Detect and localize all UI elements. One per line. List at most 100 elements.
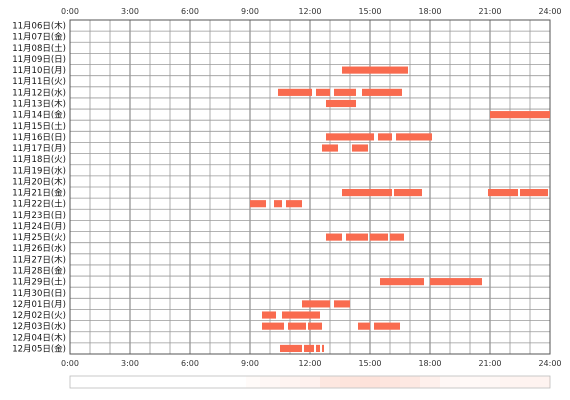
row-label: 11月15日(土) — [12, 121, 66, 132]
x-tick-label-bottom: 6:00 — [181, 359, 199, 368]
sleep-bar — [262, 311, 276, 319]
activity-strip-cell — [480, 376, 500, 388]
activity-strip-cell — [300, 376, 320, 388]
row-label: 11月21日(金) — [12, 188, 66, 199]
activity-strip-cell — [520, 376, 540, 388]
row-label: 11月17日(月) — [12, 144, 66, 154]
x-tick-label-top: 6:00 — [181, 7, 199, 16]
sleep-bar — [342, 66, 408, 74]
chart-grid — [69, 19, 551, 355]
x-tick-label-top: 21:00 — [478, 7, 501, 16]
row-label: 11月12日(水) — [12, 87, 66, 98]
x-tick-label-bottom: 24:00 — [538, 359, 561, 368]
row-label: 12月03日(水) — [12, 321, 66, 332]
sleep-bar — [374, 322, 400, 330]
sleep-bar — [326, 99, 356, 108]
activity-strip-cell — [320, 376, 340, 388]
row-label: 11月29日(土) — [12, 277, 66, 288]
row-label: 12月02日(火) — [12, 311, 66, 321]
row-label: 11月18日(火) — [12, 155, 66, 165]
sleep-bar — [520, 189, 548, 197]
sleep-bar — [358, 322, 370, 330]
row-label: 11月19日(水) — [12, 165, 66, 176]
activity-strip-cell — [280, 376, 300, 388]
x-tick-label-top: 15:00 — [358, 7, 381, 16]
row-label: 11月20日(木) — [12, 176, 66, 187]
x-tick-label-top: 9:00 — [241, 7, 259, 16]
x-tick-label-top: 0:00 — [61, 7, 79, 16]
row-label: 11月22日(土) — [12, 199, 66, 210]
sleep-bar — [326, 133, 374, 141]
x-tick-label-bottom: 0:00 — [61, 359, 79, 368]
sleep-bar — [302, 300, 330, 308]
activity-strip-cell — [260, 376, 280, 388]
activity-strip-cell — [360, 376, 380, 388]
x-ticks-bottom: 0:00 3:00 6:00 9:00 12:00 15:00 18:00 21:00 24:0… — [61, 359, 562, 368]
sleep-bar — [334, 88, 356, 96]
row-label: 11月25日(火) — [12, 233, 66, 243]
x-tick-label-bottom: 18:00 — [418, 359, 441, 368]
x-tick-label-bottom: 9:00 — [241, 359, 259, 368]
sleep-bar — [378, 133, 392, 141]
sleep-bar — [316, 88, 330, 96]
sleep-bar — [282, 311, 320, 319]
x-tick-label-bottom: 15:00 — [358, 359, 381, 368]
x-tick-label-top: 18:00 — [418, 7, 441, 16]
row-label: 11月14日(金) — [12, 110, 66, 121]
sleep-bar — [490, 111, 550, 119]
sleep-bar — [316, 344, 320, 352]
plot-frame — [69, 19, 551, 355]
sleep-bar — [274, 200, 282, 208]
x-tick-label-bottom: 21:00 — [478, 359, 501, 368]
row-label: 12月04日(木) — [12, 332, 66, 343]
activity-strip-cell — [246, 376, 260, 388]
sleep-bar — [304, 344, 314, 352]
sleep-bar — [396, 133, 432, 141]
row-label: 11月27日(木) — [12, 254, 66, 265]
sleep-bar — [430, 278, 482, 286]
sleep-bar — [322, 144, 338, 152]
sleep-bar — [286, 200, 302, 208]
sleep-bar — [322, 344, 324, 352]
sleep-bar — [250, 200, 266, 208]
activity-strip-cell — [420, 376, 440, 388]
row-label: 11月23日(日) — [12, 211, 66, 221]
activity-strip-cell — [340, 376, 360, 388]
sleep-bar — [342, 189, 392, 197]
sleep-bar — [380, 278, 424, 286]
activity-strip-cell — [440, 376, 460, 388]
x-tick-label-top: 24:00 — [538, 7, 561, 16]
sleep-bar — [308, 322, 322, 330]
activity-strip-cell — [400, 376, 420, 388]
activity-strip-frame — [69, 375, 551, 389]
activity-strip-cell — [500, 376, 520, 388]
chart-bars — [250, 66, 550, 352]
row-label: 11月16日(日) — [12, 133, 66, 143]
row-label: 11月07日(金) — [12, 32, 66, 43]
sleep-bar — [280, 344, 302, 352]
row-label: 11月13日(木) — [12, 99, 66, 110]
activity-strip — [69, 375, 551, 389]
sleep-bar — [334, 300, 350, 308]
row-labels: 11月06日(木)11月07日(金)11月08日(土)11月09日(日)11月1… — [12, 21, 66, 355]
x-tick-label-top: 12:00 — [298, 7, 321, 16]
row-label: 11月06日(木) — [12, 21, 66, 32]
row-label: 12月01日(月) — [12, 300, 66, 310]
row-label: 11月11日(火) — [12, 77, 66, 87]
sleep-bar — [352, 144, 368, 152]
row-label: 11月28日(金) — [12, 266, 66, 277]
sleep-bar — [326, 233, 342, 241]
sleep-bar — [346, 233, 368, 241]
activity-strip-cell — [380, 376, 400, 388]
row-label: 11月10日(月) — [12, 66, 66, 76]
row-label: 12月05日(金) — [12, 343, 66, 354]
row-label: 11月30日(日) — [12, 289, 66, 299]
x-tick-label-bottom: 3:00 — [121, 359, 139, 368]
row-label: 11月26日(水) — [12, 243, 66, 254]
sleep-bar — [288, 322, 306, 330]
row-label: 11月08日(土) — [12, 43, 66, 54]
sleep-bar — [370, 233, 388, 241]
row-label: 11月24日(月) — [12, 222, 66, 232]
sleep-bar — [278, 88, 312, 96]
